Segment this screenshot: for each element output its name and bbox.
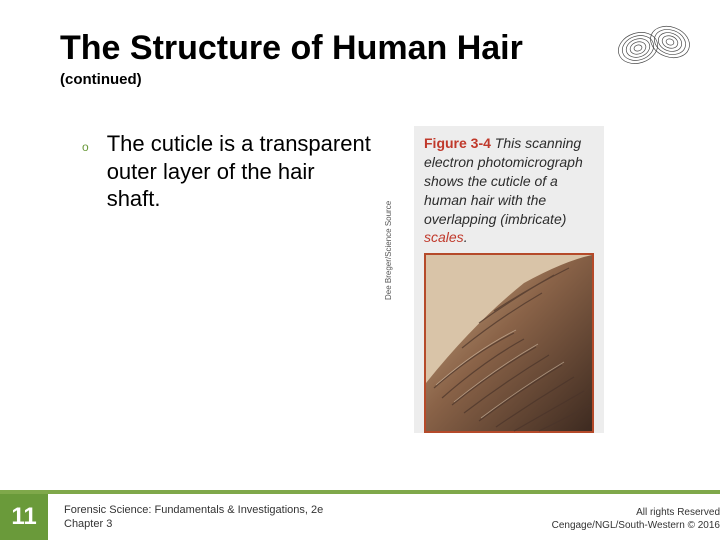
bullet-marker: o — [82, 140, 89, 154]
title-area: The Structure of Human Hair (continued) — [60, 28, 600, 88]
slide-subtitle: (continued) — [60, 71, 600, 88]
footer-bar: 11 Forensic Science: Fundamentals & Inve… — [0, 490, 720, 540]
slide-number: 11 — [0, 494, 48, 540]
footer-right: All rights Reserved Cengage/NGL/South-We… — [552, 506, 720, 532]
footer-left-line2: Chapter 3 — [64, 517, 323, 531]
content-area: o The cuticle is a transparent outer lay… — [82, 130, 372, 213]
figure-caption-end: . — [464, 229, 468, 245]
footer-right-line2: Cengage/NGL/South-Western © 2016 — [552, 519, 720, 532]
figure-box: Figure 3-4 This scanning electron photom… — [414, 126, 604, 433]
figure-label: Figure 3-4 — [424, 135, 491, 151]
footer-left-line1: Forensic Science: Fundamentals & Investi… — [64, 503, 323, 517]
figure-image — [424, 253, 594, 433]
footer-right-line1: All rights Reserved — [552, 506, 720, 519]
slide-title: The Structure of Human Hair — [60, 28, 600, 69]
bullet-item: o The cuticle is a transparent outer lay… — [82, 130, 372, 213]
fingerprint-decoration — [610, 16, 700, 76]
figure-caption: Figure 3-4 This scanning electron photom… — [424, 134, 594, 247]
figure-scales-word: scales — [424, 229, 464, 245]
footer-left: Forensic Science: Fundamentals & Investi… — [64, 503, 323, 532]
figure-credit: Dee Breger/Science Source — [384, 170, 393, 300]
bullet-text: The cuticle is a transparent outer layer… — [107, 130, 372, 213]
